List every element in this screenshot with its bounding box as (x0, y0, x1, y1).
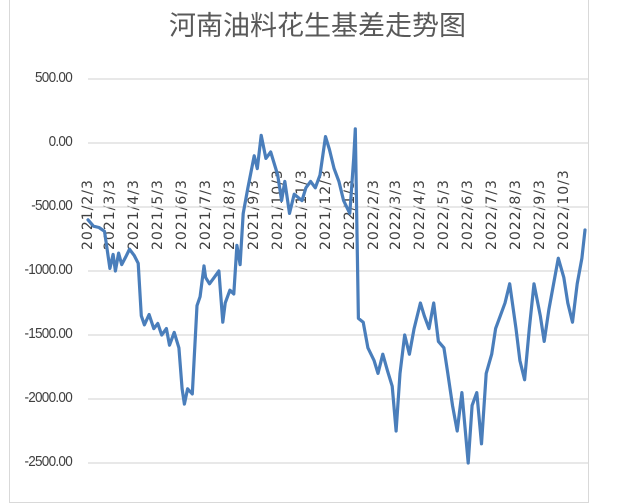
y-tick-label: -1500.00 (24, 325, 73, 342)
series-line (86, 127, 587, 465)
y-tick-label: -2000.00 (24, 389, 73, 406)
y-tick-label: -1000.00 (24, 261, 73, 278)
y-tick-label: 0.00 (48, 133, 73, 150)
y-tick-label: 500.00 (35, 69, 73, 86)
y-tick-label: -2500.00 (24, 453, 73, 470)
y-tick-label: -500.00 (31, 197, 72, 214)
chart-title: 河南油料花生基差走势图 (169, 11, 466, 42)
gridlines (88, 78, 588, 464)
